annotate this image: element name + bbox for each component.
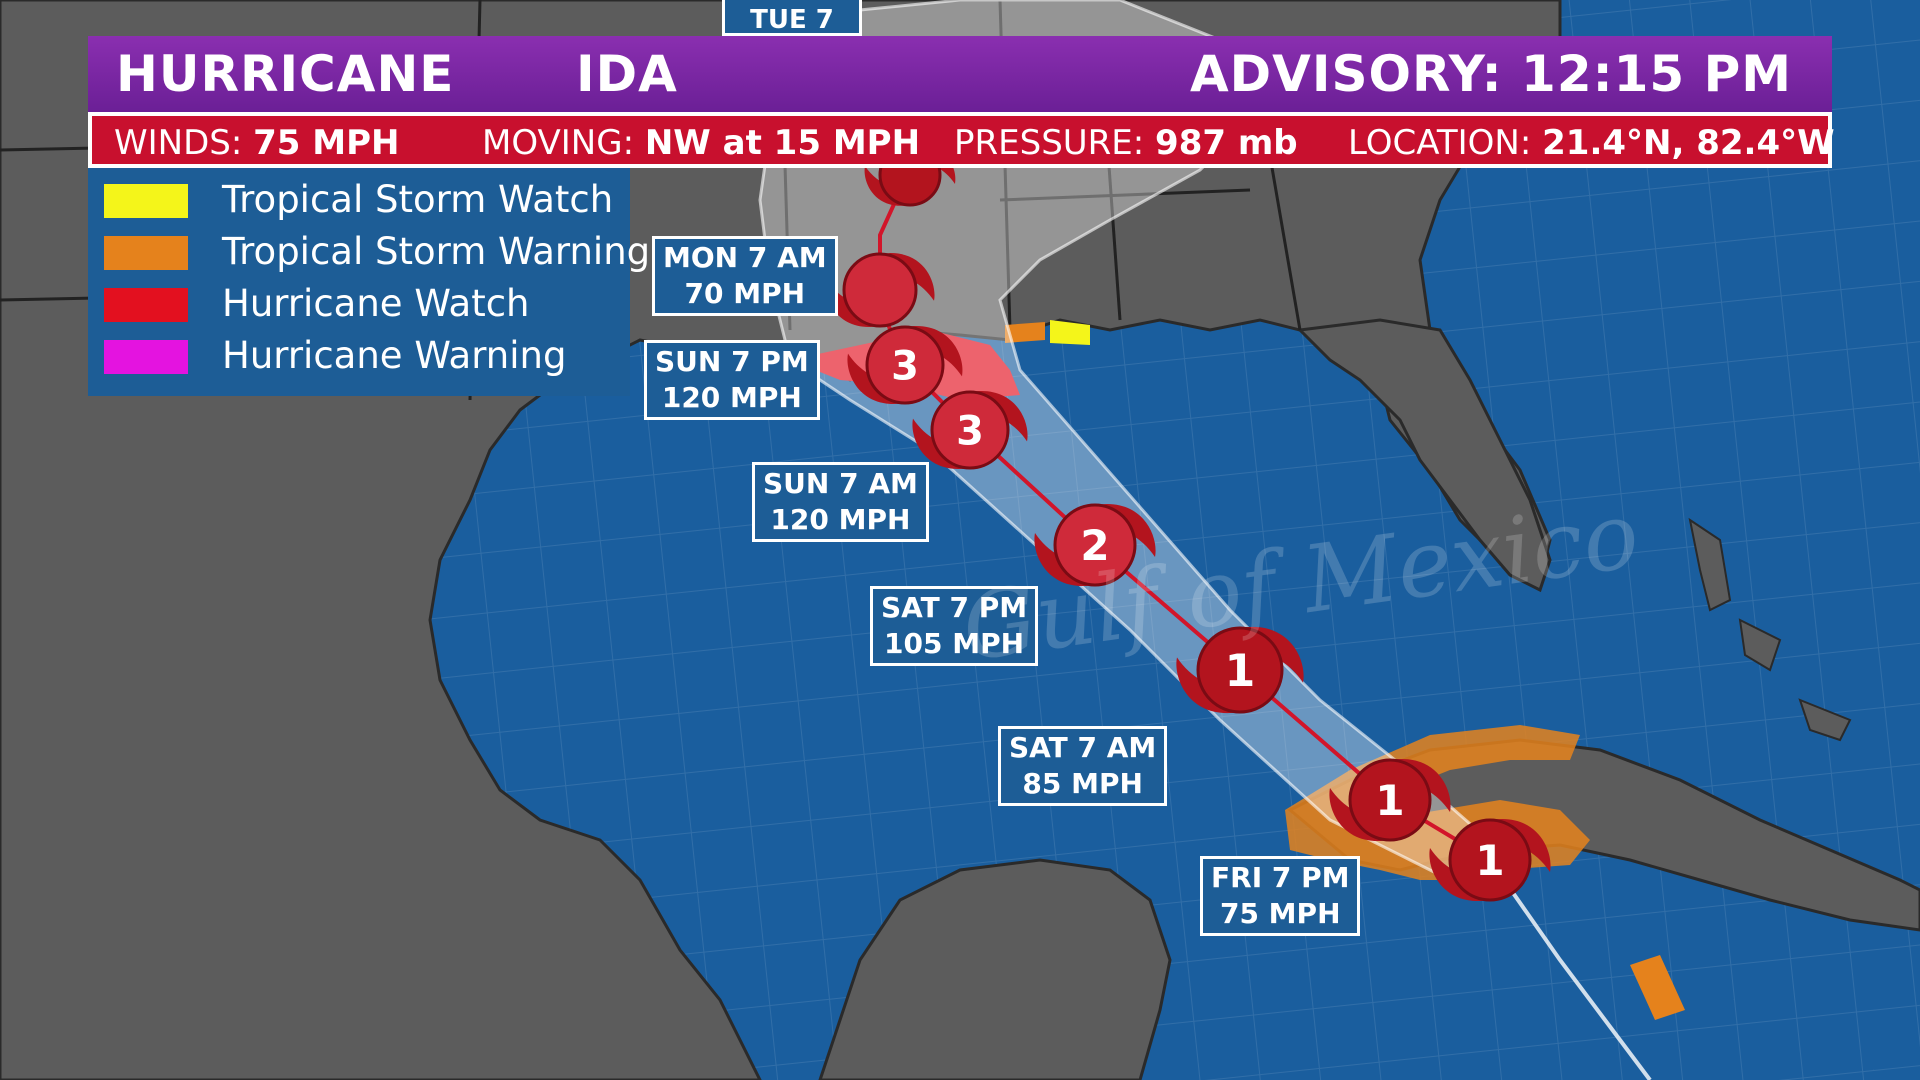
storm-icon-body	[1196, 626, 1284, 714]
legend-swatch	[104, 236, 188, 270]
legend-swatch	[104, 340, 188, 374]
forecast-label-sun-7pm: SUN 7 PM 120 MPH	[644, 340, 820, 420]
pressure-readout: PRESSURE: 987 mb	[954, 123, 1298, 163]
forecast-label-mon-7am: MON 7 AM 70 MPH	[652, 236, 838, 316]
storm-icon-2: 1	[1176, 626, 1304, 714]
location-value: 21.4°N, 82.4°W	[1542, 123, 1835, 163]
storm-type: HURRICANE	[116, 45, 455, 103]
legend-swatch	[104, 288, 188, 322]
legend-label: Hurricane Warning	[222, 334, 567, 377]
forecast-time: SUN 7 PM	[655, 345, 809, 378]
pressure-label: PRESSURE:	[954, 123, 1145, 163]
location-readout: LOCATION: 21.4°N, 82.4°W	[1348, 123, 1835, 163]
moving-readout: MOVING: NW at 15 MPH	[482, 123, 920, 163]
legend-label: Tropical Storm Watch	[222, 178, 614, 221]
storm-icon-1: 1	[1329, 758, 1451, 842]
storm-icon-0: 1	[1429, 818, 1551, 902]
storm-category-label: 1	[1475, 836, 1504, 885]
legend: Tropical Storm Watch Tropical Storm Warn…	[88, 168, 650, 396]
storm-icon-3: 2	[1034, 503, 1156, 587]
forecast-label-tue-7am: TUE 7 AM	[722, 0, 862, 36]
land-yucatan	[818, 858, 1172, 1080]
forecast-time: MON 7 AM	[663, 241, 827, 274]
land-bahamas	[1688, 517, 1852, 742]
storm-category-label: 2	[1080, 521, 1109, 570]
legend-swatch	[104, 184, 188, 218]
past-track-line	[1488, 858, 1652, 1080]
storm-icon-body	[1448, 818, 1532, 902]
forecast-time: SAT 7 AM	[1009, 731, 1157, 764]
storm-category-label: 1	[1375, 776, 1404, 825]
storm-category-label: 1	[1225, 646, 1256, 697]
storm-icon-body	[930, 390, 1010, 470]
forecast-wind: 85 MPH	[1022, 767, 1143, 800]
winds-label: WINDS:	[114, 123, 243, 163]
forecast-label-sun-7am: SUN 7 AM 120 MPH	[752, 462, 929, 542]
legend-label: Hurricane Watch	[222, 282, 530, 325]
moving-value: NW at 15 MPH	[644, 123, 921, 163]
forecast-wind: 120 MPH	[661, 381, 802, 414]
storm-icon-4: 3	[912, 390, 1028, 470]
advisory-time: ADVISORY: 12:15 PM	[1189, 45, 1792, 103]
forecast-wind: 120 MPH	[770, 503, 911, 536]
storm-icons-group: 1 1 1 2 33	[825, 143, 1551, 902]
legend-label: Tropical Storm Warning	[222, 230, 651, 273]
pressure-value: 987 mb	[1155, 123, 1298, 163]
storm-icon-body	[1053, 503, 1137, 587]
forecast-wind: 70 MPH	[684, 277, 806, 310]
storm-icon-body	[842, 252, 918, 328]
location-label: LOCATION:	[1348, 123, 1532, 163]
storm-name: IDA	[576, 45, 678, 103]
forecast-label-sat-7pm: SAT 7 PM 105 MPH	[870, 586, 1039, 666]
forecast-wind: 105 MPH	[884, 627, 1025, 660]
storm-icon-5: 3	[847, 325, 963, 405]
forecast-label-fri-7pm: FRI 7 PM 75 MPH	[1200, 856, 1361, 936]
storm-category-label: 3	[956, 408, 984, 454]
moving-label: MOVING:	[482, 123, 635, 163]
winds-readout: WINDS: 75 MPH	[114, 123, 399, 163]
land-florida	[1296, 318, 1552, 593]
forecast-label-sat-7am: SAT 7 AM 85 MPH	[998, 726, 1168, 806]
forecast-wind: 75 MPH	[1219, 897, 1341, 930]
winds-value: 75 MPH	[253, 123, 400, 163]
tropical-storm-warning-island	[1630, 955, 1685, 1020]
storm-icon-body	[1348, 758, 1432, 842]
info-bar: WINDS: 75 MPH MOVING: NW at 15 MPH PRESS…	[88, 112, 1835, 168]
storm-icon-body	[865, 325, 945, 405]
forecast-time: SAT 7 PM	[881, 591, 1028, 624]
storm-icon-6	[825, 252, 935, 328]
forecast-time: SUN 7 AM	[763, 467, 918, 500]
storm-category-label: 3	[891, 343, 919, 389]
tropical-storm-warning-mississippi	[1005, 322, 1045, 343]
title-bar: HURRICANE IDA ADVISORY: 12:15 PM	[88, 36, 1832, 112]
tropical-storm-watch-mississippi	[1050, 320, 1090, 345]
forecast-time: FRI 7 PM	[1211, 861, 1350, 894]
